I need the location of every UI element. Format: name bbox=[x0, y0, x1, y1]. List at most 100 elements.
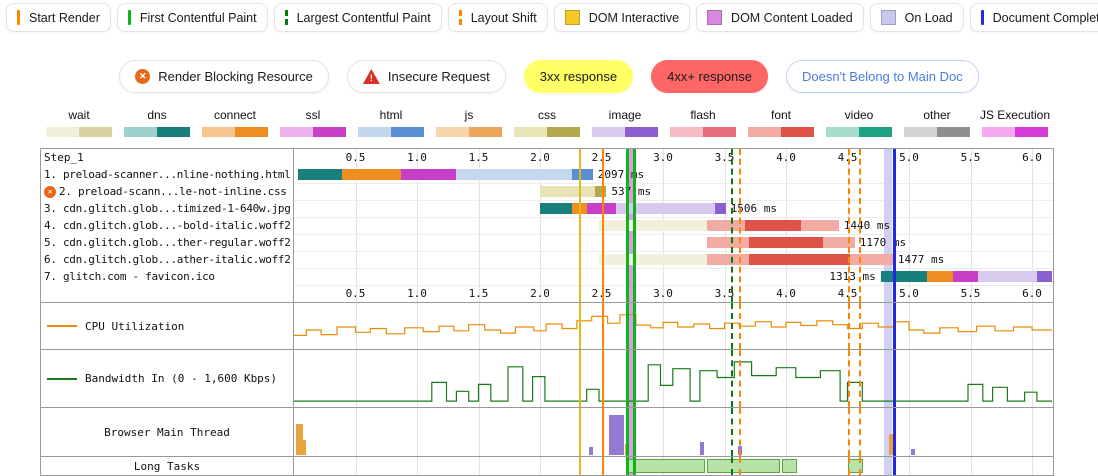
bar-ssl-dark[interactable] bbox=[953, 271, 978, 282]
bar-css-light[interactable] bbox=[540, 186, 596, 197]
bar-ssl-dark[interactable] bbox=[401, 169, 457, 180]
swatch-dark bbox=[937, 127, 970, 137]
type-label: html bbox=[379, 108, 403, 122]
bandwidth-line bbox=[294, 361, 1052, 402]
request-row-label[interactable]: 5. cdn.glitch.glob...ther-regular.woff2 bbox=[41, 234, 293, 251]
long-task-block bbox=[627, 459, 705, 473]
bar-dns-dark[interactable] bbox=[297, 169, 342, 180]
gridline bbox=[478, 303, 480, 349]
axis-tick-top: 2.0 bbox=[530, 151, 550, 164]
gridline bbox=[909, 149, 910, 302]
request-row-label[interactable]: 1. preload-scanner...nline-nothing.html bbox=[41, 166, 293, 183]
legend-label: First Contentful Paint bbox=[139, 10, 257, 25]
request-row-label[interactable]: 4. cdn.glitch.glob...-bold-italic.woff2 bbox=[41, 217, 293, 234]
marker-document-complete bbox=[893, 350, 896, 407]
bar-dns-dark[interactable] bbox=[540, 203, 572, 214]
axis-tick-top: 4.0 bbox=[776, 151, 796, 164]
axis-tick-bottom: 0.5 bbox=[345, 287, 366, 300]
marker-layout-shift-3 bbox=[858, 303, 861, 349]
bar-image-light[interactable] bbox=[616, 203, 715, 214]
long-tasks-label: Long Tasks bbox=[133, 459, 201, 473]
bar-font-light[interactable] bbox=[849, 254, 893, 265]
bar-dns-dark[interactable] bbox=[880, 271, 928, 282]
gridline bbox=[1032, 408, 1033, 456]
gridline bbox=[417, 408, 418, 456]
request-name: 1. preload-scanner...nline-nothing.html bbox=[44, 168, 291, 181]
bar-font-dark[interactable] bbox=[745, 220, 801, 231]
request-row-label[interactable]: 6. cdn.glitch.glob...ather-italic.woff2 bbox=[41, 251, 293, 268]
bar-font-dark[interactable] bbox=[749, 254, 850, 265]
bar-wait-light[interactable] bbox=[599, 220, 708, 231]
main-thread-activity-bar bbox=[589, 447, 593, 455]
legend-item-first-contentful-paint: First Contentful Paint bbox=[116, 3, 268, 32]
gridline bbox=[540, 149, 541, 302]
marker-layout-shift-2 bbox=[847, 457, 850, 475]
marker-start-render bbox=[601, 350, 604, 407]
type-image-swatch bbox=[592, 127, 658, 137]
gridline bbox=[1032, 303, 1033, 349]
bar-connect-dark[interactable] bbox=[927, 271, 954, 282]
swatch-dark bbox=[313, 127, 346, 137]
bar-font-light[interactable] bbox=[800, 220, 839, 231]
legend-label: Start Render bbox=[29, 10, 100, 25]
badge-legend-row: ✕ Render Blocking Resource! Insecure Reque… bbox=[0, 60, 1098, 93]
type-image: image bbox=[586, 108, 664, 137]
type-css: css bbox=[508, 108, 586, 137]
bar-html-dark[interactable] bbox=[571, 169, 593, 180]
bar-font-light[interactable] bbox=[822, 237, 855, 248]
bar-connect-dark[interactable] bbox=[571, 203, 587, 214]
exclamation-glyph: ! bbox=[369, 73, 373, 83]
marker-layout-shift-1 bbox=[739, 408, 742, 456]
swatch-light bbox=[202, 127, 235, 137]
type-js-execution-swatch bbox=[982, 127, 1048, 137]
waterfall-section: Step_1 1. preload-scanner...nline-nothin… bbox=[41, 149, 1053, 302]
request-row-label[interactable]: ✕ 2. preload-scann...le-not-inline.css bbox=[41, 183, 293, 200]
bar-ssl-dark[interactable] bbox=[586, 203, 617, 214]
render-blocking-icon: ✕ bbox=[135, 69, 151, 84]
bar-font-dark[interactable] bbox=[749, 237, 823, 248]
row-strip bbox=[294, 217, 1053, 235]
bar-wait-light[interactable] bbox=[599, 254, 708, 265]
bar-connect-dark[interactable] bbox=[341, 169, 401, 180]
axis-tick-top: 6.0 bbox=[1022, 151, 1042, 164]
gridline bbox=[540, 457, 541, 475]
request-name: 6. cdn.glitch.glob...ather-italic.woff2 bbox=[44, 253, 291, 266]
gridline bbox=[786, 350, 787, 407]
gridline bbox=[970, 149, 972, 302]
legend-label: Largest Contentful Paint bbox=[296, 10, 431, 25]
cpu-label: CPU Utilization bbox=[85, 319, 185, 333]
swatch-dark bbox=[157, 127, 190, 137]
bar-font-light[interactable] bbox=[707, 237, 750, 248]
legend-item-start-render: Start Render bbox=[6, 3, 111, 32]
marker-start-render bbox=[601, 149, 604, 302]
type-html: html bbox=[352, 108, 430, 137]
axis-tick-bottom: 4.0 bbox=[776, 287, 796, 300]
badge-label: 3xx response bbox=[539, 69, 618, 84]
request-row-label[interactable]: 7. glitch.com - favicon.ico bbox=[41, 268, 293, 285]
marker-first-contentful-paint bbox=[626, 408, 630, 456]
legend-label: Layout Shift bbox=[470, 10, 537, 25]
bar-html-light[interactable] bbox=[456, 169, 572, 180]
marker-largest-contentful-paint bbox=[730, 350, 733, 407]
row-strip bbox=[294, 200, 1053, 218]
bar-image-dark[interactable] bbox=[714, 203, 726, 214]
long-tasks-label-cell: Long Tasks bbox=[41, 457, 294, 475]
bar-image-light[interactable] bbox=[977, 271, 1037, 282]
bar-font-light[interactable] bbox=[707, 254, 750, 265]
marker-dom-interactive bbox=[579, 408, 582, 456]
request-row-label[interactable]: 3. cdn.glitch.glob...timized-1-640w.jpg bbox=[41, 200, 293, 217]
type-label: image bbox=[608, 108, 642, 122]
marker-first-contentful-paint-2 bbox=[633, 408, 637, 456]
gridline bbox=[1032, 149, 1033, 302]
type-video-swatch bbox=[826, 127, 892, 137]
gridline bbox=[417, 350, 418, 407]
bar-image-dark[interactable] bbox=[1036, 271, 1052, 282]
marker-document-complete bbox=[893, 457, 896, 475]
request-time-label: 2097 ms bbox=[597, 168, 645, 181]
gridline bbox=[417, 149, 418, 302]
bar-css-dark[interactable] bbox=[595, 186, 607, 197]
bar-font-light[interactable] bbox=[707, 220, 746, 231]
doesn-t-belong-to-main-doc-badge: Doesn't Belong to Main Doc bbox=[786, 60, 979, 93]
marker-dom-interactive bbox=[579, 303, 582, 349]
3xx-response-badge: 3xx response bbox=[523, 60, 634, 93]
